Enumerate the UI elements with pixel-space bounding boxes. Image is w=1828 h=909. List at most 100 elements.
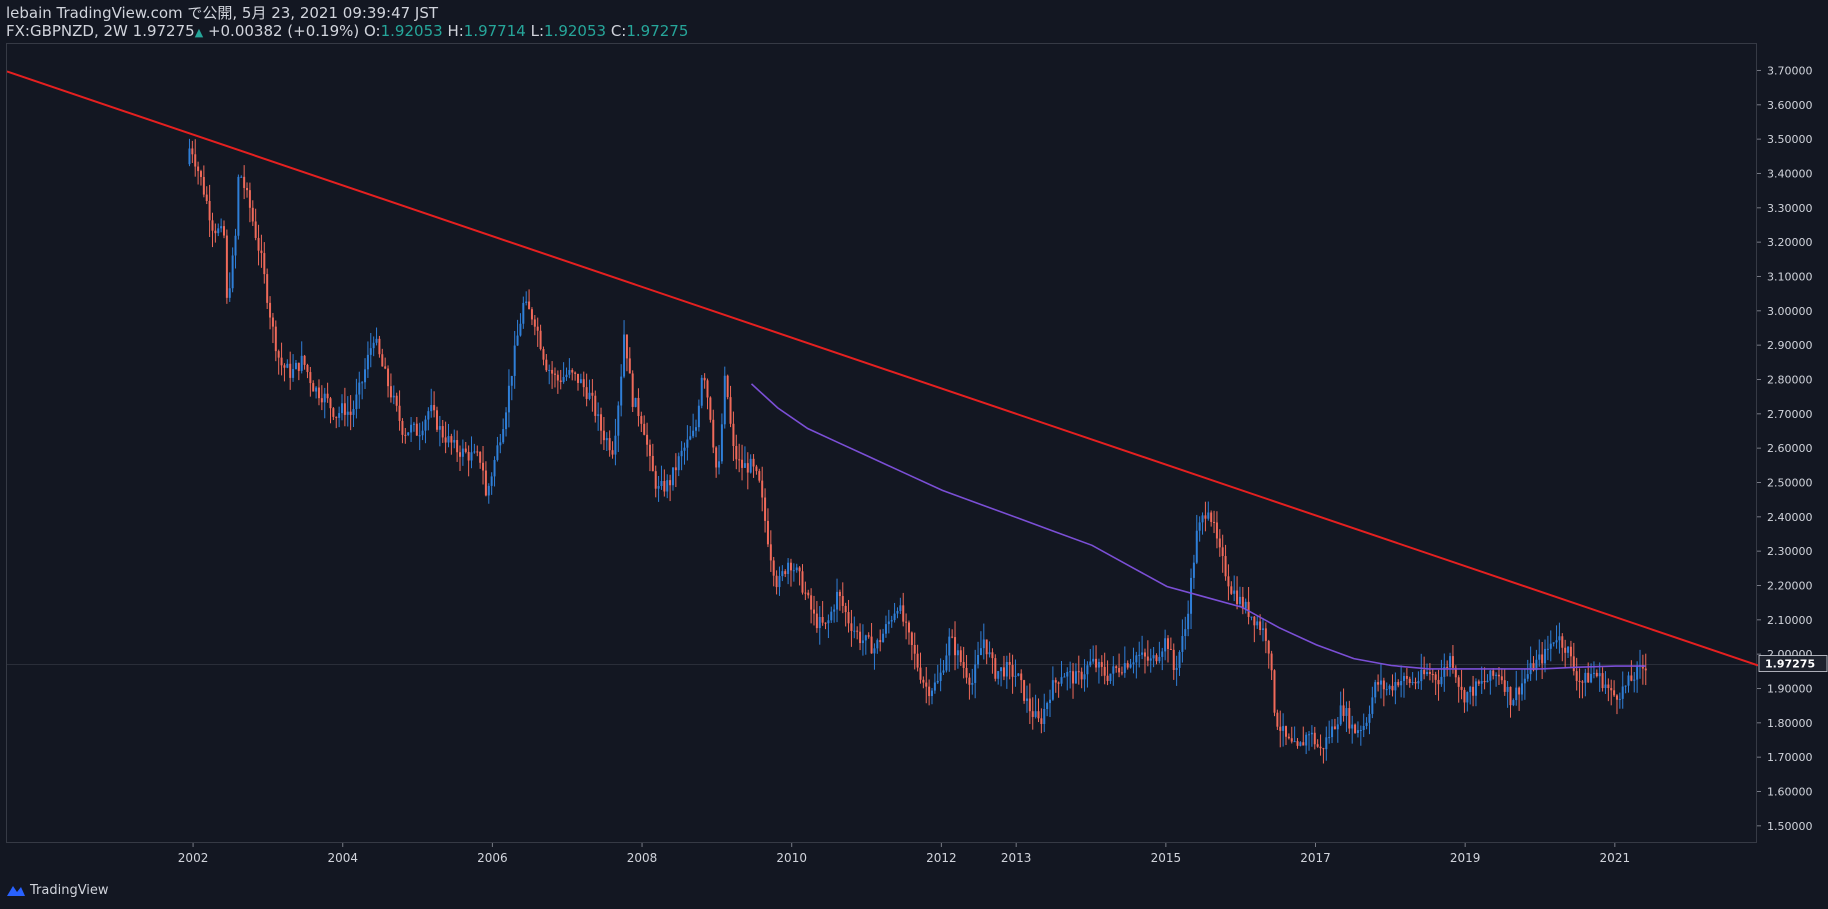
candle-body xyxy=(1451,656,1454,668)
candle xyxy=(507,369,510,428)
candle xyxy=(539,324,542,351)
candle-body xyxy=(447,436,450,443)
candle-body xyxy=(611,450,614,455)
candle-body xyxy=(1371,697,1374,714)
candle-body xyxy=(671,467,674,486)
candle xyxy=(1233,575,1236,602)
time-axis[interactable]: 2002 2004 2006 2008 2010 2012 2013 2015 2017 2019… xyxy=(6,843,1757,873)
candle-body xyxy=(853,630,856,632)
candle-body xyxy=(577,373,580,383)
price-tick-label: 2.40000 xyxy=(1767,511,1813,524)
candle xyxy=(1509,686,1512,718)
candle xyxy=(902,592,905,627)
candle xyxy=(611,441,614,459)
candle xyxy=(1190,568,1193,630)
candle-body xyxy=(836,591,839,610)
candle-body xyxy=(1043,708,1046,725)
candle xyxy=(1149,648,1152,673)
candle-body xyxy=(1161,651,1164,657)
candle-body xyxy=(1034,711,1037,717)
candle-body xyxy=(864,635,867,641)
candle-body xyxy=(381,354,384,367)
candle xyxy=(1063,673,1066,678)
candle-body xyxy=(1152,655,1155,659)
candle-body xyxy=(421,430,424,436)
candle-body xyxy=(614,435,617,455)
candle xyxy=(1342,688,1345,722)
candle xyxy=(1443,653,1446,692)
candle-body xyxy=(1287,736,1290,739)
candle xyxy=(637,388,640,427)
candle xyxy=(959,646,962,666)
price-tick-label: 3.60000 xyxy=(1767,99,1813,112)
open-value: 1.92053 xyxy=(380,22,443,40)
candle-body xyxy=(197,166,200,172)
candle-body xyxy=(1391,685,1394,691)
candle-body xyxy=(283,365,286,368)
candle xyxy=(815,601,818,633)
candle-body xyxy=(781,571,784,577)
candle-body xyxy=(1403,676,1406,681)
candle-body xyxy=(634,397,637,407)
candle-body xyxy=(697,405,700,428)
candle xyxy=(870,623,873,654)
candle xyxy=(818,606,821,645)
candle-body xyxy=(994,658,997,679)
candle-body xyxy=(838,591,841,597)
candle xyxy=(1336,716,1339,743)
candle-body xyxy=(223,226,226,236)
candle-body xyxy=(692,430,695,437)
candle-body xyxy=(585,387,588,399)
candle xyxy=(1000,666,1003,687)
candle xyxy=(1192,554,1195,589)
candle xyxy=(1034,694,1037,719)
candle xyxy=(648,439,651,472)
tradingview-footer[interactable]: TradingView xyxy=(6,880,109,900)
candle xyxy=(1143,648,1146,674)
candle xyxy=(1477,679,1480,686)
candle xyxy=(1112,656,1115,686)
candle-body xyxy=(1495,674,1498,676)
candle-body xyxy=(1256,621,1259,626)
candle-body xyxy=(1267,640,1270,654)
chart-pane[interactable] xyxy=(6,43,1758,844)
candle-body xyxy=(643,423,646,435)
candle xyxy=(202,165,205,198)
candle xyxy=(1072,662,1075,699)
candle xyxy=(461,439,464,466)
candle xyxy=(1555,625,1558,649)
candle xyxy=(194,139,197,177)
candle xyxy=(441,420,444,443)
candle xyxy=(1308,731,1311,751)
candle xyxy=(1469,685,1472,705)
candle-body xyxy=(579,379,582,383)
price-tick-label: 1.90000 xyxy=(1767,682,1813,695)
price-axis[interactable]: 3.70000 3.60000 3.50000 3.40000 3.30000 3.200… xyxy=(1757,43,1828,843)
candle xyxy=(1506,680,1509,708)
candle-body xyxy=(830,611,833,621)
candle xyxy=(548,364,551,385)
candle xyxy=(1322,747,1325,764)
candle-body xyxy=(1345,708,1348,716)
candle xyxy=(266,268,269,310)
candle-body xyxy=(1184,629,1187,637)
candle-body xyxy=(1031,711,1034,717)
candle xyxy=(844,602,847,627)
candle xyxy=(522,296,525,329)
candle-body xyxy=(490,476,493,486)
candle xyxy=(709,396,712,423)
candle xyxy=(1575,657,1578,691)
candle xyxy=(789,558,792,587)
candle xyxy=(1552,642,1555,647)
candle-body xyxy=(968,677,971,685)
candle-body xyxy=(470,452,473,461)
candle xyxy=(536,317,539,347)
candle-body xyxy=(507,385,510,413)
price-plot[interactable] xyxy=(7,44,1758,844)
candle xyxy=(199,169,202,186)
candle-body xyxy=(1477,681,1480,684)
candle xyxy=(732,411,735,461)
price-tick-label: 2.10000 xyxy=(1767,614,1813,627)
candle xyxy=(1578,668,1581,699)
candle-body xyxy=(323,393,326,403)
